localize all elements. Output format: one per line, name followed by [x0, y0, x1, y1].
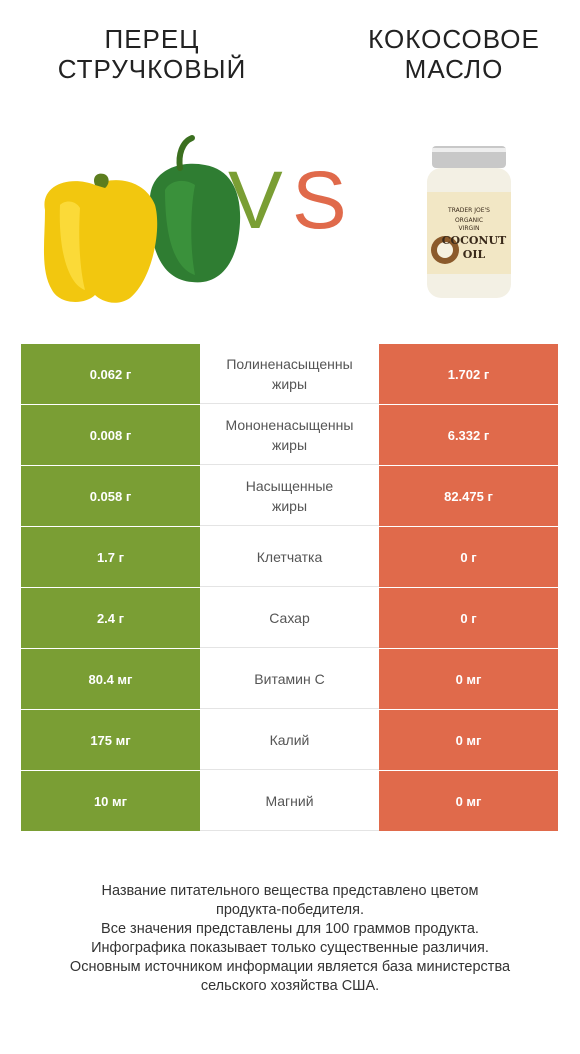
- table-row: 0.062 г Полиненасыщенны жиры 1.702 г: [21, 344, 558, 405]
- table-row: 2.4 г Сахар 0 г: [21, 588, 558, 649]
- left-product-title: ПЕРЕЦ СТРУЧКОВЫЙ: [22, 24, 282, 84]
- table-row: 175 мг Калий 0 мг: [21, 710, 558, 771]
- right-value: 0 г: [379, 527, 558, 587]
- green-pepper-image: [149, 135, 241, 283]
- footer-line: сельского хозяйства США.: [200, 978, 380, 994]
- nutrient-name: Насыщенные жиры: [200, 466, 379, 526]
- table-row: 10 мг Магний 0 мг: [21, 771, 558, 831]
- left-value: 0.008 г: [21, 405, 200, 465]
- nutrient-name: Клетчатка: [200, 527, 379, 587]
- left-value: 175 мг: [21, 710, 200, 770]
- jar-brand-text: TRADER JOE'S: [447, 207, 490, 214]
- nutrient-name: Калий: [200, 710, 379, 770]
- nutrient-name: Витамин C: [200, 649, 379, 709]
- left-title-line1: ПЕРЕЦ: [104, 24, 200, 54]
- right-value: 0 г: [379, 588, 558, 648]
- vs-letter-s: S: [292, 155, 347, 246]
- left-value: 0.058 г: [21, 466, 200, 526]
- right-value: 6.332 г: [379, 405, 558, 465]
- table-row: 80.4 мг Витамин C 0 мг: [21, 649, 558, 710]
- right-value: 0 мг: [379, 710, 558, 770]
- table-row: 0.058 г Насыщенные жиры 82.475 г: [21, 466, 558, 527]
- footer-line: Название питательного вещества представл…: [101, 883, 479, 899]
- right-value: 0 мг: [379, 649, 558, 709]
- yellow-pepper-image: [43, 173, 158, 303]
- jar-label-organic: ORGANIC: [455, 217, 483, 224]
- footer-line: Инфографика показывает только существенн…: [91, 940, 489, 956]
- footer-line: Все значения представлены для 100 граммо…: [101, 921, 479, 937]
- comparison-table: 0.062 г Полиненасыщенны жиры 1.702 г 0.00…: [21, 344, 558, 831]
- left-value: 0.062 г: [21, 344, 200, 404]
- nutrient-name: Сахар: [200, 588, 379, 648]
- jar-label-coconut: COCONUT: [442, 234, 507, 247]
- footer-notes: Название питательного вещества представл…: [0, 882, 580, 996]
- nutrient-name: Полиненасыщенны жиры: [200, 344, 379, 404]
- left-value: 2.4 г: [21, 588, 200, 648]
- jar-label-virgin: VIRGIN: [459, 225, 480, 232]
- left-value: 1.7 г: [21, 527, 200, 587]
- table-row: 1.7 г Клетчатка 0 г: [21, 527, 558, 588]
- coconut-oil-jar-image: TRADER JOE'S ORGANIC VIRGIN COCONUT OIL: [427, 146, 511, 298]
- nutrient-name: Мононенасыщенны жиры: [200, 405, 379, 465]
- nutrient-name: Магний: [200, 771, 379, 831]
- jar-label-oil: OIL: [463, 248, 486, 261]
- vs-letter-v: V: [228, 155, 283, 246]
- left-value: 80.4 мг: [21, 649, 200, 709]
- right-title-line2: МАСЛО: [404, 54, 504, 84]
- table-row: 0.008 г Мононенасыщенны жиры 6.332 г: [21, 405, 558, 466]
- right-title-line1: КОКОСОВОЕ: [368, 24, 540, 54]
- footer-line: продукта-победителя.: [215, 902, 365, 918]
- right-product-title: КОКОСОВОЕ МАСЛО: [324, 24, 580, 84]
- footer-line: Основным источником информации является …: [69, 959, 511, 975]
- right-value: 82.475 г: [379, 466, 558, 526]
- left-value: 10 мг: [21, 771, 200, 831]
- hero-images: TRADER JOE'S ORGANIC VIRGIN COCONUT OIL: [43, 135, 511, 303]
- left-title-line2: СТРУЧКОВЫЙ: [57, 54, 247, 84]
- right-value: 0 мг: [379, 771, 558, 831]
- right-value: 1.702 г: [379, 344, 558, 404]
